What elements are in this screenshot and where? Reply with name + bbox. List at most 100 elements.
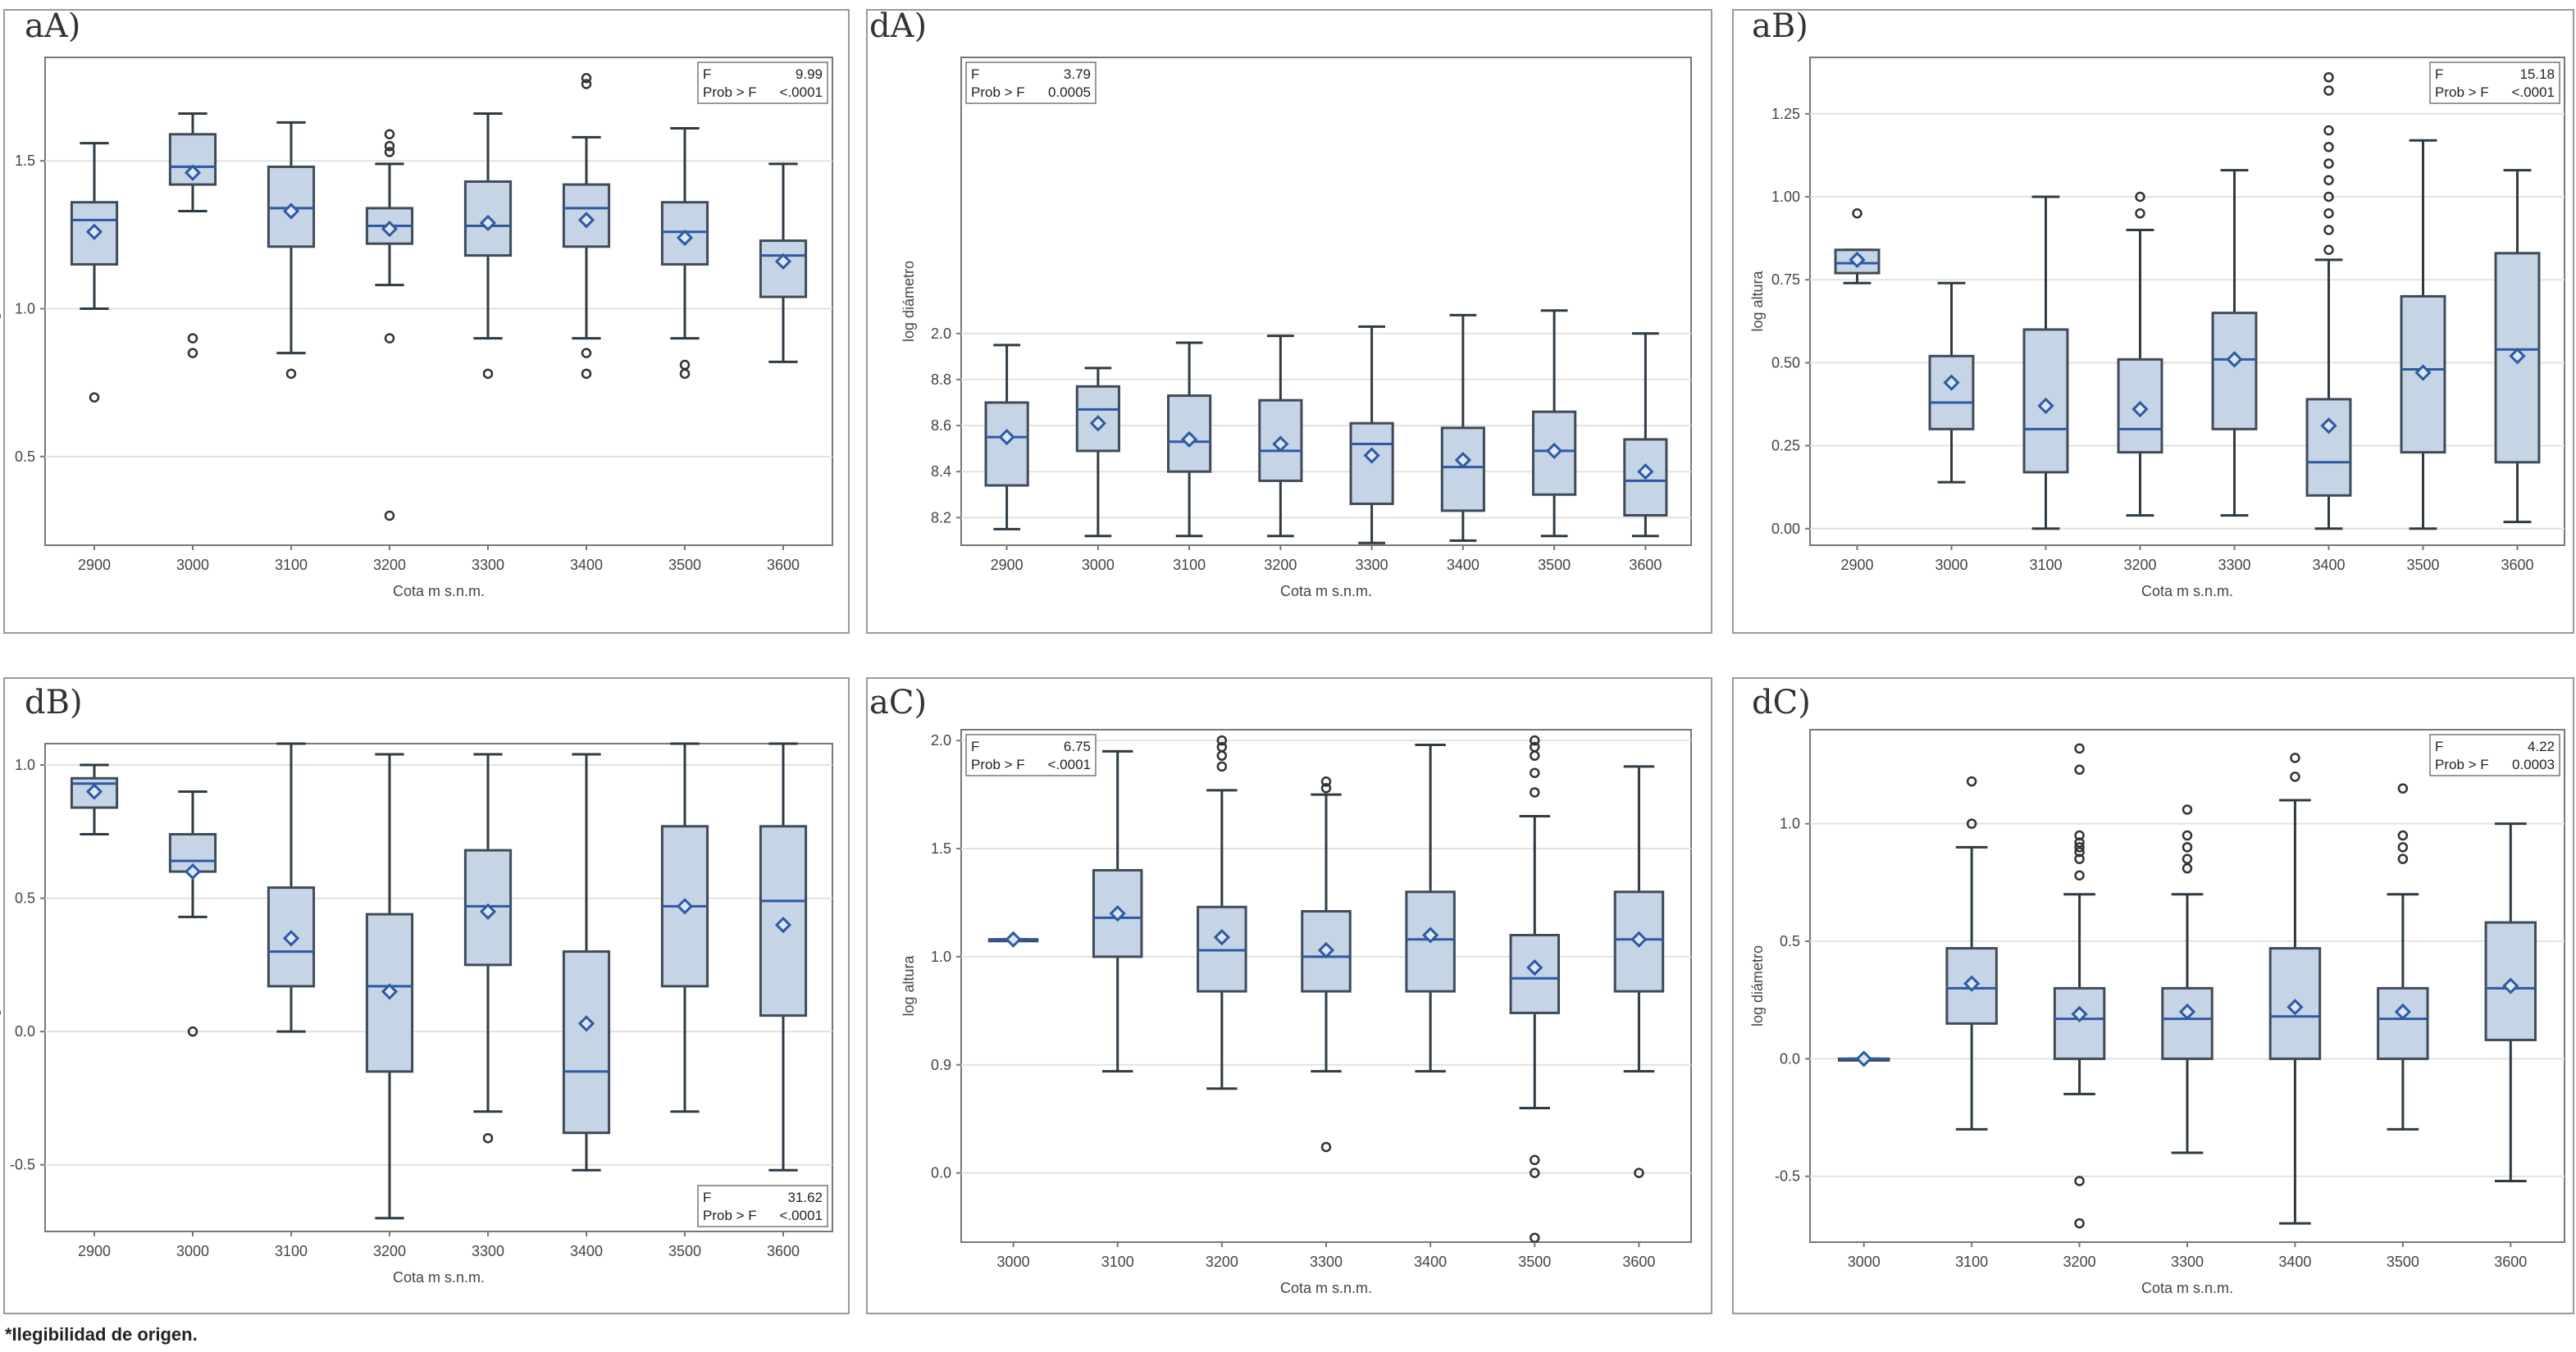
outlier-point — [2074, 842, 2085, 853]
stats-p-value: 0.0003 — [2512, 757, 2555, 772]
x-tick-label: 3600 — [767, 557, 800, 573]
stats-box: F 3.79 Prob > F 0.0005 — [965, 61, 1097, 104]
stats-p-value: 0.0005 — [1048, 84, 1091, 100]
y-tick-label: 0.50 — [1771, 354, 1800, 371]
chart-panel-4: dB) -0.5 0.0 0.5 1.0 log diámetro Cota m s.n.m… — [0, 677, 850, 1314]
stats-box: F 15.18 Prob > F <.0001 — [2429, 61, 2560, 104]
mean-marker — [282, 203, 300, 220]
mean-marker — [774, 253, 792, 270]
plot-area — [44, 57, 833, 546]
outlier-point — [384, 333, 395, 344]
mean-marker — [2037, 397, 2054, 415]
outlier-point — [187, 348, 198, 358]
outlier-point — [2074, 854, 2085, 864]
outlier-point — [482, 368, 494, 380]
stats-p-label: Prob > F — [2435, 757, 2489, 772]
x-tick-label: 3200 — [2123, 557, 2156, 573]
outlier-point — [1216, 735, 1228, 746]
mean-marker — [1363, 447, 1380, 464]
y-axis-title: log diámetro — [900, 261, 917, 342]
stats-box: F 31.62 Prob > F <.0001 — [697, 1185, 828, 1227]
stats-p-value: <.0001 — [780, 84, 823, 100]
mean-marker — [184, 164, 202, 181]
box-3000 — [987, 931, 1039, 948]
iqr-box — [562, 950, 611, 1135]
x-tick-label: 3500 — [668, 1243, 701, 1259]
box-3400 — [1405, 743, 1456, 1073]
y-tick-label: -0.5 — [10, 1157, 35, 1173]
outlier-point — [2074, 1218, 2085, 1229]
mean-marker — [381, 221, 399, 238]
x-axis-title: Cota m s.n.m. — [1280, 583, 1372, 599]
stats-f-label: F — [971, 66, 979, 82]
stats-p-value: <.0001 — [780, 1208, 823, 1223]
outlier-point — [1320, 776, 1332, 787]
outlier-point — [2074, 1176, 2085, 1186]
x-tick-label: 2900 — [1840, 557, 1873, 573]
mean-marker — [2320, 417, 2337, 435]
y-tick-label: 8.8 — [931, 371, 951, 388]
y-tick-label: 8.2 — [931, 509, 951, 526]
outlier-point — [581, 368, 592, 380]
x-tick-label: 3400 — [570, 1243, 603, 1259]
box-3100 — [1167, 341, 1212, 538]
x-tick-label: 3100 — [2029, 557, 2062, 573]
outlier-point — [679, 359, 691, 371]
outlier-point — [2323, 158, 2334, 169]
x-tick-label: 3400 — [2278, 1254, 2311, 1270]
mean-marker — [2071, 1005, 2088, 1023]
outlier-point — [2397, 783, 2409, 794]
outlier-point — [2182, 842, 2193, 853]
iqr-box — [2211, 312, 2258, 430]
outlier-point — [2323, 207, 2334, 219]
chart-panel-2: dA) 8.2 8.4 8.6 8.8 2.0 log diámetro Cota m s.n… — [866, 7, 1712, 634]
box-2900 — [984, 344, 1029, 530]
stats-p-label: Prob > F — [2435, 84, 2489, 100]
x-tick-label: 3300 — [2171, 1254, 2204, 1270]
y-axis-title: log altura — [1749, 270, 1766, 331]
box-3500 — [1509, 735, 1561, 1243]
mean-marker — [1005, 931, 1022, 948]
y-axis-title: log diámetro — [0, 947, 1, 1028]
outlier-point — [2323, 85, 2334, 96]
box-3000 — [168, 112, 217, 358]
y-tick-label: 0.5 — [1780, 933, 1800, 949]
chart-panel-5: aC) 0.0 0.9 1.0 1.5 2.0 log altura Cota m s.n.m… — [866, 677, 1712, 1314]
x-tick-label: 3500 — [2406, 557, 2439, 573]
stats-f-value: 6.75 — [1064, 739, 1091, 754]
outlier-point — [1966, 776, 1977, 787]
stats-f-label: F — [703, 1190, 711, 1205]
box-3200 — [1197, 735, 1247, 1090]
iqr-box — [1440, 426, 1485, 512]
y-tick-label: 0.25 — [1771, 438, 1800, 454]
stats-f-label: F — [971, 739, 979, 754]
outlier-point — [1530, 741, 1540, 753]
stats-frame — [697, 1185, 828, 1227]
outlier-point — [2323, 191, 2334, 203]
x-tick-label: 3000 — [1082, 557, 1115, 573]
mean-marker — [479, 214, 497, 232]
y-tick-label: 1.0 — [15, 757, 35, 773]
panel-label: aC) — [869, 684, 927, 722]
x-tick-label: 3200 — [2063, 1254, 2096, 1270]
outlier-point — [1852, 207, 1862, 219]
mean-marker — [577, 212, 595, 229]
x-tick-label: 3500 — [668, 557, 701, 573]
mean-marker — [2226, 351, 2243, 368]
outlier-point — [89, 392, 100, 403]
stats-box: F 9.99 Prob > F <.0001 — [697, 61, 828, 104]
iqr-box — [2053, 986, 2106, 1060]
x-tick-label: 3300 — [472, 557, 504, 573]
outlier-point — [482, 1132, 494, 1144]
box-3600 — [759, 162, 808, 363]
mean-marker — [2178, 1003, 2196, 1021]
outlier-point — [1530, 1232, 1540, 1243]
y-tick-label: 0.5 — [15, 890, 35, 907]
outlier-point — [2323, 225, 2334, 235]
outlier-point — [2182, 863, 2193, 874]
mean-marker — [282, 930, 300, 947]
box-3500 — [660, 742, 709, 1113]
iqr-box — [2377, 986, 2429, 1060]
box-3400 — [2268, 753, 2322, 1225]
